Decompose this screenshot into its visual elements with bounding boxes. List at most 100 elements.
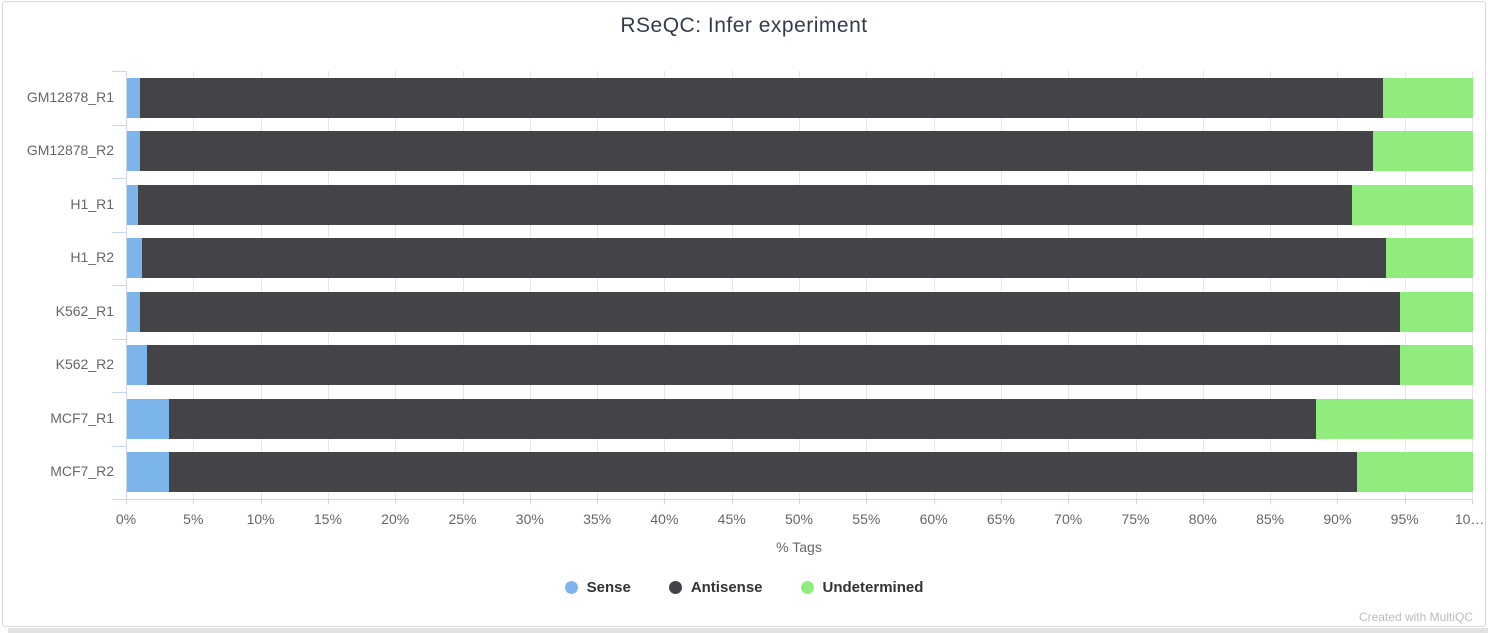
bar-segment-sense[interactable] [127,77,141,118]
x-tick-mark [1000,499,1002,504]
x-tick-label: 60% [919,511,948,527]
x-tick-label: 75% [1121,511,1150,527]
bar-segment-antisense[interactable] [140,77,1383,118]
x-gridline [1337,71,1339,499]
x-tick-label: 70% [1054,511,1083,527]
bar-row [127,184,1473,225]
x-gridline [327,71,329,499]
x-tick-label: 50% [784,511,814,527]
x-tick-label: 5% [183,511,204,527]
legend-label: Antisense [690,579,763,596]
legend-label: Undetermined [822,579,924,596]
y-category-label: GM12878_R1 [26,88,114,105]
y-tick-mark [112,71,126,72]
x-gridline [462,71,464,499]
x-tick-mark [1270,499,1272,504]
legend-label: Sense [586,579,631,596]
bar-segment-antisense[interactable] [140,291,1401,332]
x-tick-label: 10… [1454,511,1485,527]
x-tick-label: 25% [448,511,477,527]
x-tick-label: 30% [515,511,544,527]
bar-row [127,452,1473,493]
x-tick-mark [529,499,531,504]
bar-row [127,238,1473,279]
y-category-label: MCF7_R1 [50,409,114,426]
x-tick-mark [260,499,262,504]
legend-item-undetermined[interactable]: Undetermined [800,579,924,596]
bar-segment-antisense[interactable] [147,345,1401,386]
x-tick-label: 80% [1188,511,1217,527]
bar-row [127,291,1473,332]
y-category-label: GM12878_R2 [26,142,114,159]
y-category-label: K562_R2 [55,356,114,373]
x-axis-title: % Tags [776,539,822,555]
bar-segment-antisense[interactable] [140,131,1374,172]
x-tick-label: 40% [650,511,679,527]
x-gridline [1404,71,1406,499]
x-tick-label: 20% [381,511,410,527]
x-gridline [1202,71,1204,499]
bar-segment-antisense[interactable] [168,398,1316,439]
bar-segment-undetermined[interactable] [1400,345,1473,386]
x-tick-label: 55% [852,511,881,527]
bar-segment-undetermined[interactable] [1400,291,1473,332]
legend-swatch-icon [800,581,814,594]
x-tick-mark [1202,499,1204,504]
bar-segment-sense[interactable] [127,131,141,172]
x-gridline [193,71,195,499]
bar-segment-sense[interactable] [127,238,142,279]
legend-item-antisense[interactable]: Antisense [668,579,763,596]
bar-segment-undetermined[interactable] [1351,184,1473,225]
x-tick-mark [933,499,935,504]
x-tick-label: 45% [717,511,746,527]
x-tick-mark [462,499,464,504]
bar-segment-undetermined[interactable] [1373,131,1473,172]
x-tick-mark [1404,499,1406,504]
x-tick-mark [664,499,666,504]
bar-segment-antisense[interactable] [168,452,1358,493]
bar-segment-sense[interactable] [127,398,169,439]
bar-segment-undetermined[interactable] [1315,398,1473,439]
x-tick-label: 65% [986,511,1015,527]
x-gridline [799,71,800,499]
y-tick-mark [112,178,126,179]
bar-segment-undetermined[interactable] [1382,77,1473,118]
bar-segment-antisense[interactable] [141,238,1386,279]
x-tick-label: 15% [313,511,342,527]
x-gridline [597,71,599,499]
x-gridline [731,71,733,499]
x-gridline [1068,71,1070,499]
x-gridline [1000,71,1002,499]
bar-segment-undetermined[interactable] [1357,452,1473,493]
y-axis-line [126,71,127,499]
y-tick-mark [112,285,126,286]
x-tick-label: 35% [583,511,612,527]
x-tick-mark [597,499,599,504]
bottom-scroll-strip [8,628,1488,633]
legend-item-sense[interactable]: Sense [564,579,631,596]
x-gridline [664,71,666,499]
bar-segment-undetermined[interactable] [1385,238,1473,279]
bar-segment-sense[interactable] [127,452,169,493]
x-gridline [866,71,868,499]
legend: Sense Antisense Undetermined [3,579,1485,596]
x-tick-label: 90% [1323,511,1352,527]
bar-segment-sense[interactable] [127,291,141,332]
x-tick-mark [799,499,800,504]
chart-title: RSeQC: Infer experiment [620,14,868,37]
bar-segment-antisense[interactable] [137,184,1352,225]
bar-segment-sense[interactable] [127,184,138,225]
x-tick-mark [395,499,397,504]
x-tick-label: 85% [1256,511,1285,527]
y-tick-mark [112,124,126,126]
y-category-label: K562_R1 [55,302,114,319]
bar-segment-sense[interactable] [127,345,148,386]
bar-row [127,77,1473,118]
y-category-label: MCF7_R2 [50,463,114,480]
bar-row [127,398,1473,439]
y-tick-mark [112,231,126,233]
y-category-label: H1_R1 [70,195,114,212]
multiqc-watermark: Created with MultiQC [1358,610,1473,624]
